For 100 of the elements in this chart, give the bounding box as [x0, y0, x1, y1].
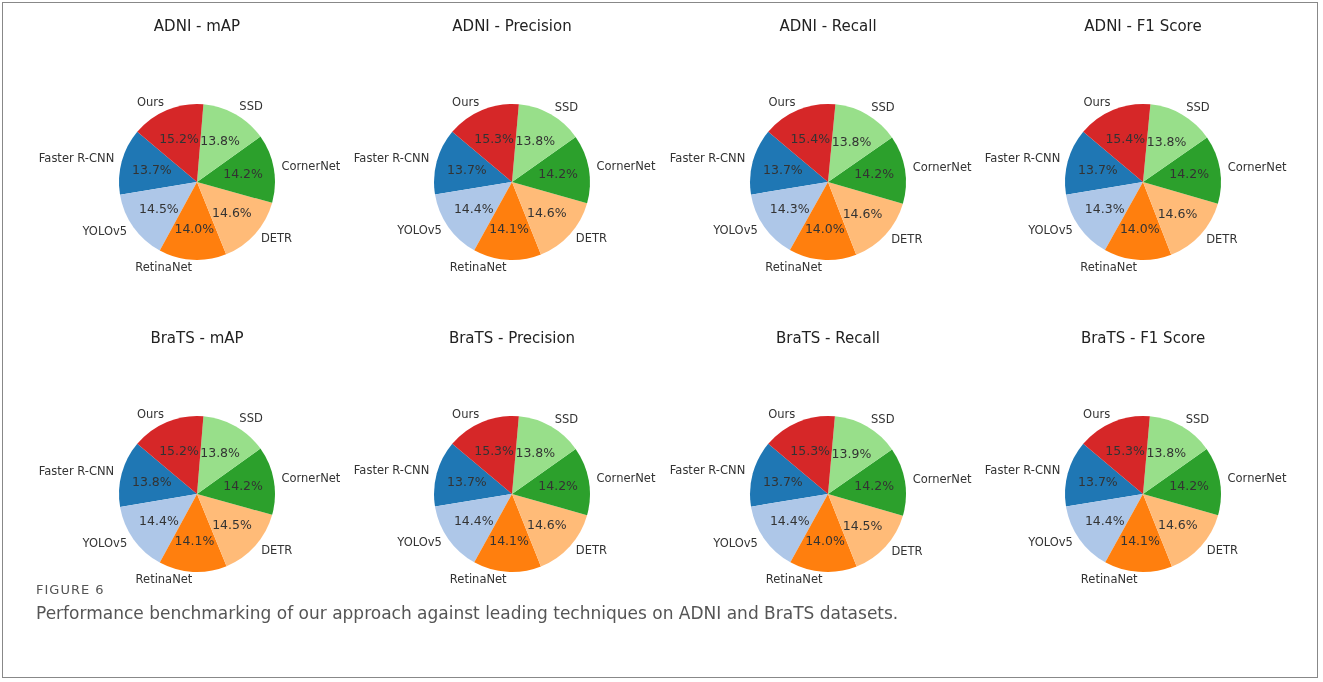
slice-label: YOLOv5 [81, 223, 128, 238]
data-label: 14.2% [223, 165, 264, 181]
slice-label: Ours [1083, 406, 1111, 421]
pie-slice [749, 131, 828, 195]
slice-label: DETR [1206, 231, 1238, 246]
chart-title: ADNI - Precision [452, 17, 572, 35]
data-label: 13.8% [515, 445, 556, 461]
data-label: 13.8% [515, 133, 556, 149]
pie-slice [197, 136, 275, 203]
data-label: 13.8% [200, 133, 241, 149]
data-label: 14.3% [769, 200, 810, 216]
data-label: 14.2% [853, 478, 894, 494]
slice-label: Faster R-CNN [38, 463, 115, 478]
slice-label: YOLOv5 [396, 223, 443, 238]
slice-label: SSD [239, 411, 263, 426]
data-label: 14.2% [853, 166, 894, 182]
text: Performance benchmarking of our approach against leading techniques on ADNI and BraTS datasets. [36, 603, 899, 623]
slice-label: DETR [890, 231, 922, 246]
slice-label: SSD [870, 99, 895, 114]
data-label: 14.5% [139, 201, 179, 217]
slice-label: SSD [1186, 99, 1210, 114]
data-label: 13.7% [762, 473, 803, 489]
pie-slice [1142, 416, 1207, 494]
slice-label: Faster R-CNN [669, 463, 745, 478]
pie-slice [1142, 448, 1221, 516]
pie-slice [827, 449, 906, 516]
slice-label: Faster R-CNN [984, 463, 1061, 478]
slice-label: RetinaNet [765, 571, 823, 586]
data-label: 14.4% [454, 512, 495, 528]
slice-label: DETR [576, 543, 608, 558]
data-label: 15.2% [159, 442, 199, 458]
data-label: 14.2% [223, 477, 264, 493]
data-label: 14.0% [804, 220, 845, 236]
chart-title: ADNI - Recall [779, 17, 877, 35]
data-label: 14.1% [489, 532, 530, 548]
slice-label: SSD [1185, 411, 1210, 426]
slice-label: Ours [1083, 94, 1111, 109]
data-label: 15.3% [1105, 442, 1145, 458]
slice-label: YOLOv5 [81, 535, 128, 550]
chart-title: BraTS - Recall [775, 329, 880, 347]
data-label: 15.2% [159, 130, 199, 146]
slice-label: DETR [891, 543, 923, 558]
data-label: 13.7% [447, 161, 488, 177]
chart-title: BraTS - F1 Score [1080, 329, 1206, 347]
data-label: 14.6% [842, 205, 883, 221]
data-label: 15.3% [474, 442, 515, 458]
caption: FIGURE 6 [36, 582, 105, 597]
data-label: 14.4% [769, 513, 810, 528]
pie-slice [512, 448, 591, 516]
pie-slice [434, 131, 513, 195]
slice-label: Ours [136, 94, 164, 109]
slice-label: SSD [239, 99, 263, 114]
slice-label: CornerNet [1227, 160, 1287, 175]
slice-label: Ours [136, 406, 164, 421]
data-label: 14.6% [527, 517, 568, 533]
data-label: 14.3% [1084, 200, 1125, 216]
data-label: 14.4% [1084, 512, 1125, 528]
slice-label: CornerNet [281, 159, 341, 174]
data-label: 14.2% [1169, 166, 1210, 182]
data-label: 13.7% [1077, 473, 1118, 489]
data-label: 14.0% [804, 532, 845, 548]
slice-label: YOLOv5 [1027, 223, 1073, 238]
pie-slice [434, 443, 513, 507]
slice-label: CornerNet [596, 159, 657, 174]
data-label: 13.9% [831, 445, 872, 461]
slice-label: RetinaNet [1080, 571, 1139, 586]
chart-title: BraTS - mAP [150, 329, 244, 347]
data-label: 14.2% [538, 166, 579, 182]
pie-slice [512, 416, 576, 494]
data-label: 15.4% [789, 130, 830, 146]
slice-label: DETR [576, 231, 608, 246]
slice-label: CornerNet [912, 472, 972, 487]
slice-label: SSD [554, 99, 579, 114]
slice-label: YOLOv5 [711, 223, 758, 238]
slice-label: RetinaNet [1080, 259, 1138, 274]
slice-label: RetinaNet [764, 259, 823, 274]
data-label: 13.7% [762, 161, 803, 177]
slice-label: DETR [260, 231, 293, 246]
pie-slice [512, 104, 576, 182]
chart-title: BraTS - Precision [449, 329, 576, 347]
pie-slice [827, 416, 892, 494]
data-label: 14.6% [527, 205, 568, 221]
slice-label: RetinaNet [135, 259, 193, 274]
data-label: 14.5% [842, 517, 883, 533]
pie-slice [197, 448, 275, 515]
slice-label: SSD [870, 411, 895, 426]
slice-label: YOLOv5 [396, 535, 443, 550]
slice-label: YOLOv5 [1027, 535, 1073, 550]
slice-label: Faster R-CNN [38, 151, 115, 166]
data-label: 14.0% [174, 220, 215, 236]
data-label: 13.8% [200, 445, 241, 461]
pie-slice [119, 443, 197, 508]
slice-label: YOLOv5 [711, 535, 758, 550]
data-label: 14.4% [139, 513, 179, 529]
slice-label: Ours [452, 406, 480, 421]
pie-slice [749, 443, 828, 507]
slice-label: SSD [554, 411, 579, 426]
slice-label: Ours [768, 94, 796, 109]
slice-label: CornerNet [1227, 471, 1287, 486]
pie-slice [119, 131, 197, 195]
